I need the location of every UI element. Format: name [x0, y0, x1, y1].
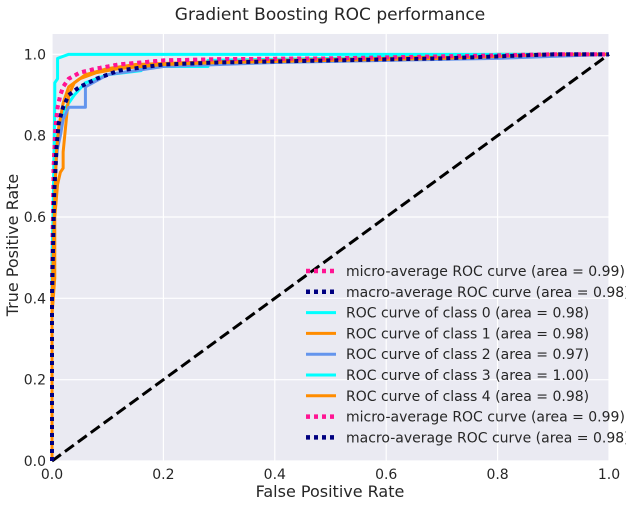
x-tick-labels: 0.0 0.2 0.4 0.6 0.8 1.0 — [41, 467, 620, 483]
legend-entry-label: ROC curve of class 4 (area = 0.98) — [346, 389, 589, 405]
x-tick-label: 0.8 — [486, 467, 508, 483]
y-tick-label: 0.0 — [24, 454, 46, 470]
roc-curve-8 — [50, 52, 609, 461]
y-tick-labels: 0.0 0.2 0.4 0.6 0.8 1.0 — [24, 47, 46, 470]
x-tick-label: 1.0 — [598, 467, 620, 483]
plot-background — [52, 34, 609, 461]
roc-curves — [50, 52, 610, 463]
legend-entry-label: micro-average ROC curve (area = 0.99) — [346, 410, 625, 426]
legend-entry-label: ROC curve of class 0 (area = 0.98) — [346, 306, 589, 322]
legend-entry-label: ROC curve of class 2 (area = 0.97) — [346, 347, 589, 363]
legend-entry-label: ROC curve of class 3 (area = 1.00) — [346, 368, 589, 384]
y-tick-label: 0.6 — [24, 210, 46, 226]
chart-title: Gradient Boosting ROC performance — [175, 5, 485, 25]
x-tick-label: 0.6 — [375, 467, 397, 483]
legend-entry-label: macro-average ROC curve (area = 0.98) — [346, 285, 626, 301]
y-tick-label: 0.8 — [24, 129, 46, 145]
y-axis-label: True Positive Rate — [3, 174, 22, 318]
legend-entry-label: ROC curve of class 1 (area = 0.98) — [346, 326, 589, 342]
legend: micro-average ROC curve (area = 0.99) mac… — [306, 264, 626, 446]
y-tick-label: 0.2 — [24, 373, 46, 389]
y-tick-label: 1.0 — [24, 47, 46, 63]
grid-lines — [51, 34, 610, 462]
legend-entry-label: micro-average ROC curve (area = 0.99) — [346, 264, 625, 280]
x-tick-label: 0.2 — [152, 467, 174, 483]
x-tick-label: 0.4 — [264, 467, 286, 483]
x-tick-label: 0.0 — [41, 467, 63, 483]
y-tick-label: 0.4 — [24, 291, 46, 307]
chance-diagonal-line — [51, 53, 610, 463]
legend-entry-label: macro-average ROC curve (area = 0.98) — [346, 430, 626, 446]
x-axis-label: False Positive Rate — [256, 482, 405, 501]
